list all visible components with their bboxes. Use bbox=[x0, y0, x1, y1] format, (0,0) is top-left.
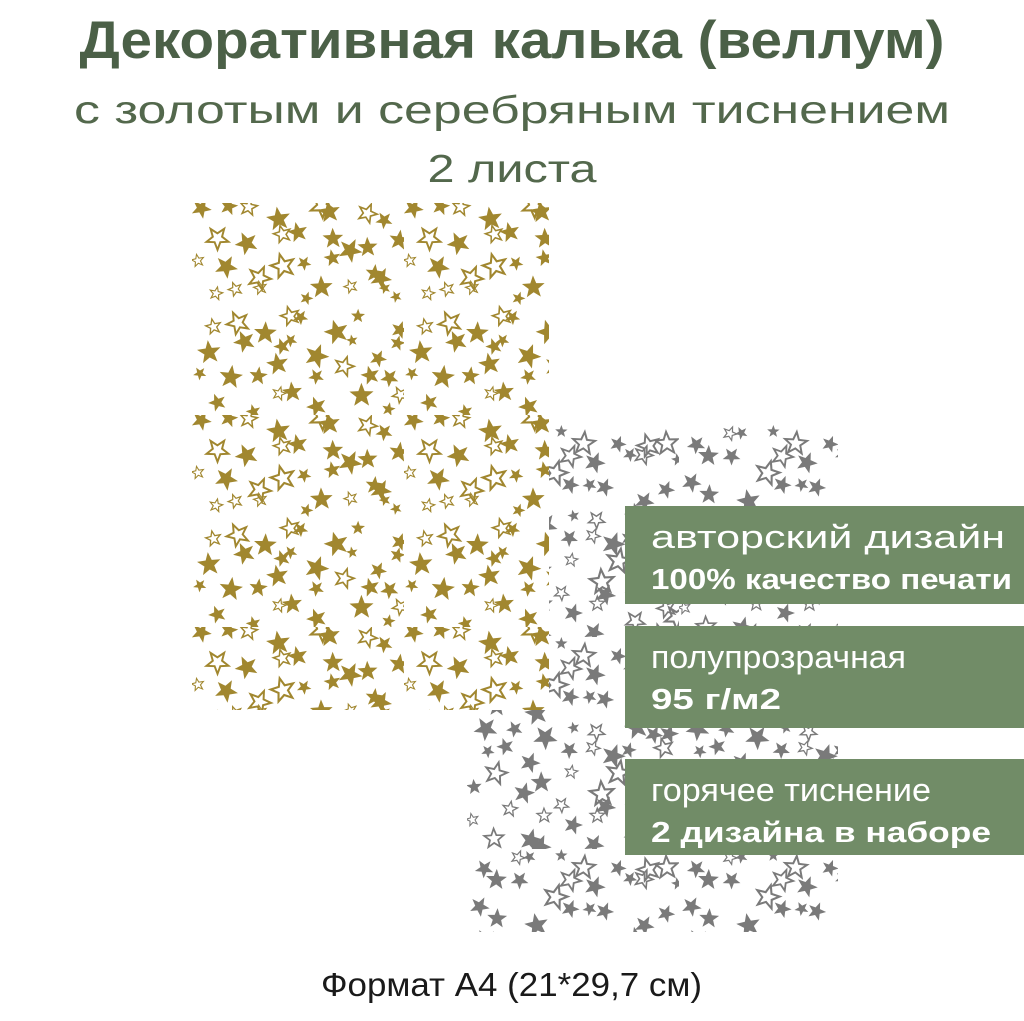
svg-text:горячее тиснение: горячее тиснение bbox=[651, 772, 931, 808]
svg-text:Декоративная калька (веллум): Декоративная калька (веллум) bbox=[80, 11, 945, 70]
svg-text:2 листа: 2 листа bbox=[428, 148, 597, 191]
svg-text:95 г/м2: 95 г/м2 bbox=[651, 684, 781, 716]
svg-text:авторский дизайн: авторский дизайн bbox=[651, 519, 1005, 555]
svg-text:2 дизайна в наборе: 2 дизайна в наборе bbox=[651, 817, 991, 849]
svg-text:полупрозрачная: полупрозрачная bbox=[651, 639, 906, 675]
svg-text:Формат А4 (21*29,7 см): Формат А4 (21*29,7 см) bbox=[321, 966, 702, 1003]
svg-text:100% качество печати: 100% качество печати bbox=[651, 564, 1012, 596]
svg-text:с золотым и серебряным тиснени: с золотым и серебряным тиснением bbox=[74, 89, 950, 132]
